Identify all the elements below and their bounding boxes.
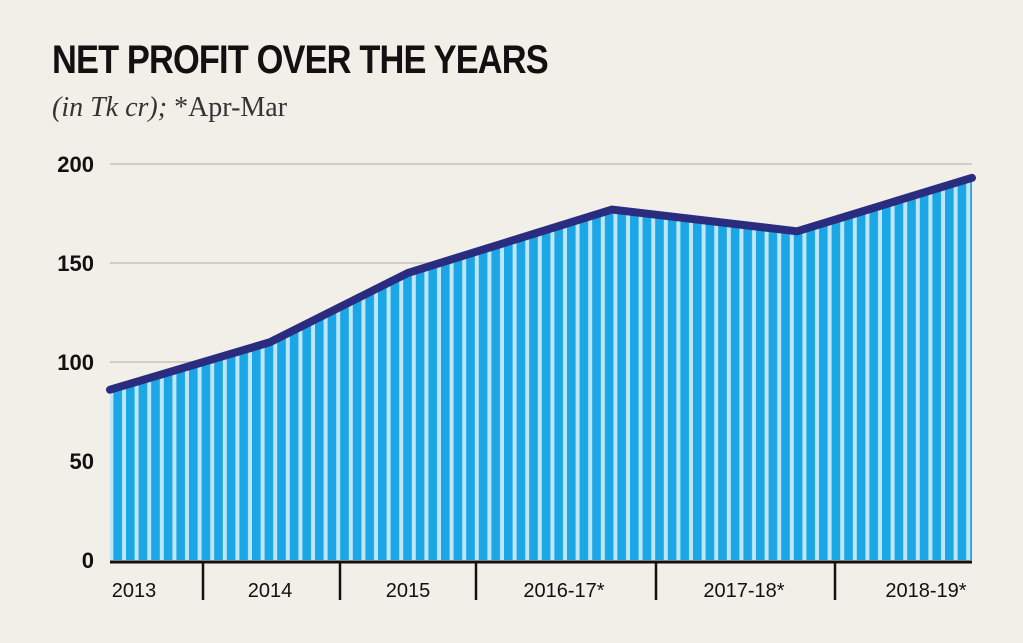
y-tick-100: 100: [57, 350, 94, 375]
area-fill: [110, 177, 972, 561]
x-tick-2015: 2015: [386, 580, 431, 602]
chart-title: NET PROFIT OVER THE YEARS: [52, 38, 549, 82]
subtitle-note: *Apr-Mar: [167, 92, 288, 123]
x-tick-2016-17*: 2016-17*: [523, 580, 604, 602]
x-tick-2017-18*: 2017-18*: [703, 580, 784, 602]
x-tick-2018-19*: 2018-19*: [885, 580, 966, 602]
x-tick-2014: 2014: [248, 580, 293, 602]
y-tick-0: 0: [82, 548, 94, 573]
y-tick-200: 200: [57, 152, 94, 177]
chart-subtitle: (in Tk cr); *Apr-Mar: [52, 92, 287, 124]
data-point-2015: [405, 269, 411, 276]
data-point-2013: [107, 386, 113, 393]
y-tick-50: 50: [70, 449, 94, 474]
subtitle-unit: (in Tk cr);: [52, 92, 168, 123]
data-point-2018-19*: [969, 174, 975, 181]
series-line: [106, 173, 976, 394]
y-tick-150: 150: [57, 251, 94, 276]
data-point-2016-17*: [609, 206, 615, 213]
data-point-2017-18*: [794, 228, 800, 235]
data-point-2014: [267, 339, 273, 346]
x-tick-2013: 2013: [112, 580, 157, 602]
